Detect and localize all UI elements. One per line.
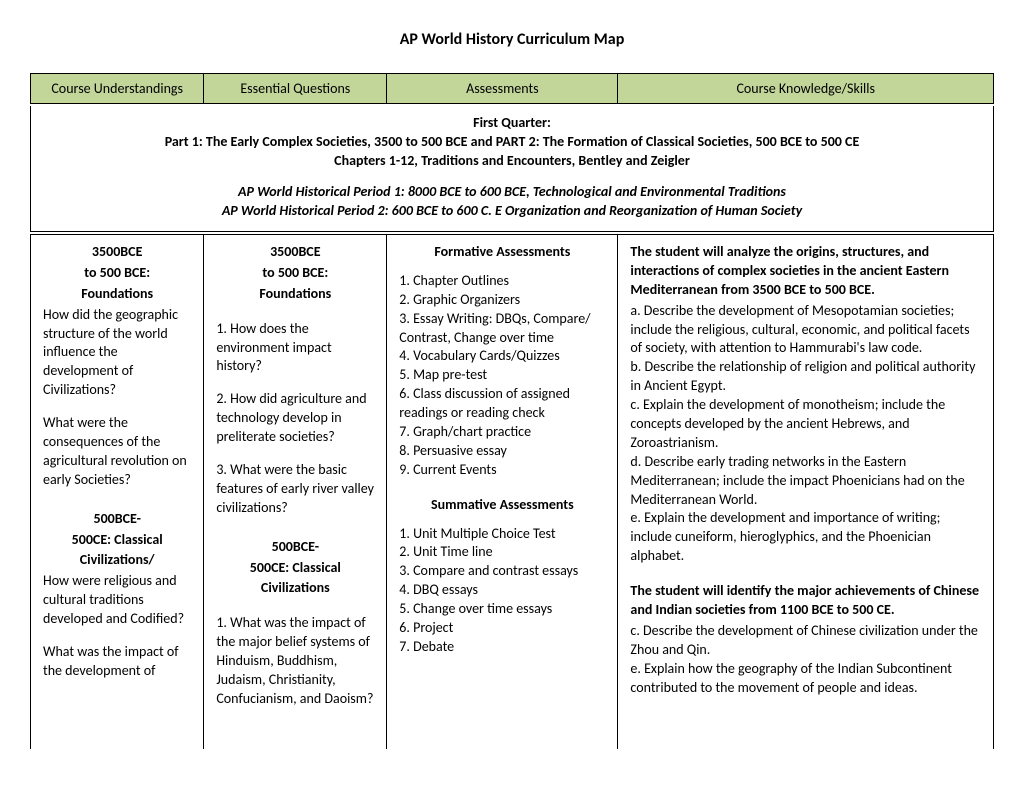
q-q2: 2. How did agriculture and technology de… — [216, 390, 374, 447]
q-head-2b: 500CE: Classical — [216, 559, 374, 578]
q-q1: 1. How does the environment impact histo… — [216, 320, 374, 377]
obj2-e: e. Explain how the geography of the Indi… — [630, 660, 981, 698]
s6: 6. Project — [399, 619, 605, 638]
f4: 4. Vocabulary Cards/Quizzes — [399, 347, 605, 366]
f5: 5. Map pre-test — [399, 366, 605, 385]
header-col-assessments: Assessments — [387, 74, 618, 104]
part-label: Part 1: The Early Complex Societies, 350… — [111, 133, 913, 150]
s5: 5. Change over time essays — [399, 600, 605, 619]
q-q3: 3. What were the basic features of early… — [216, 461, 374, 518]
f9: 9. Current Events — [399, 461, 605, 480]
formative-head: Formative Assessments — [399, 243, 605, 262]
quarter-label: First Quarter: — [111, 114, 913, 131]
s1: 1. Unit Multiple Choice Test — [399, 525, 605, 544]
s7: 7. Debate — [399, 638, 605, 657]
cell-skills: The student will analyze the origins, st… — [618, 235, 994, 749]
header-table: Course Understandings Essential Question… — [30, 73, 994, 104]
page-title: AP World History Curriculum Map — [30, 30, 994, 49]
u-head-1a: 3500BCE — [43, 243, 191, 262]
obj1-c: c. Explain the development of monotheism… — [630, 396, 981, 453]
u-head-2c: Civilizations/ — [43, 551, 191, 570]
content-table: 3500BCE to 500 BCE: Foundations How did … — [30, 234, 994, 749]
u-head-2b: 500CE: Classical — [43, 531, 191, 550]
f3: 3. Essay Writing: DBQs, Compare/ Contras… — [399, 310, 605, 348]
q-head-2a: 500BCE- — [216, 538, 374, 557]
f1: 1. Chapter Outlines — [399, 272, 605, 291]
q-q4: 1. What was the impact of the major beli… — [216, 614, 374, 708]
q-head-2c: Civilizations — [216, 579, 374, 598]
q-head-1b: to 500 BCE: — [216, 264, 374, 283]
s2: 2. Unit Time line — [399, 543, 605, 562]
cell-understandings: 3500BCE to 500 BCE: Foundations How did … — [31, 235, 204, 749]
u-p4: What was the impact of the development o… — [43, 643, 191, 681]
chapters-label: Chapters 1-12, Traditions and Encounters… — [111, 152, 913, 169]
period1-label: AP World Historical Period 1: 8000 BCE t… — [111, 183, 913, 200]
s3: 3. Compare and contrast essays — [399, 562, 605, 581]
q-head-1a: 3500BCE — [216, 243, 374, 262]
header-col-understandings: Course Understandings — [31, 74, 204, 104]
period2-label: AP World Historical Period 2: 600 BCE to… — [111, 202, 913, 219]
obj2-c: c. Describe the development of Chinese c… — [630, 622, 981, 660]
f2: 2. Graphic Organizers — [399, 291, 605, 310]
u-p3: How were religious and cultural traditio… — [43, 572, 191, 629]
q-head-1c: Foundations — [216, 285, 374, 304]
cell-questions: 3500BCE to 500 BCE: Foundations 1. How d… — [204, 235, 387, 749]
u-head-1c: Foundations — [43, 285, 191, 304]
obj1-head: The student will analyze the origins, st… — [630, 243, 981, 300]
f8: 8. Persuasive essay — [399, 442, 605, 461]
summative-head: Summative Assessments — [399, 496, 605, 515]
obj1-d: d. Describe early trading networks in th… — [630, 453, 981, 510]
obj2-head: The student will identify the major achi… — [630, 582, 981, 620]
u-head-2a: 500BCE- — [43, 510, 191, 529]
u-head-1b: to 500 BCE: — [43, 264, 191, 283]
u-p1: How did the geographic structure of the … — [43, 306, 191, 400]
obj1-b: b. Describe the relationship of religion… — [630, 358, 981, 396]
intro-box: First Quarter: Part 1: The Early Complex… — [30, 106, 994, 232]
u-p2: What were the consequences of the agricu… — [43, 414, 191, 490]
obj1-e: e. Explain the development and importanc… — [630, 509, 981, 566]
f7: 7. Graph/chart practice — [399, 423, 605, 442]
s4: 4. DBQ essays — [399, 581, 605, 600]
header-col-skills: Course Knowledge/Skills — [618, 74, 994, 104]
obj1-a: a. Describe the development of Mesopotam… — [630, 302, 981, 359]
f6: 6. Class discussion of assigned readings… — [399, 385, 605, 423]
cell-assessments: Formative Assessments 1. Chapter Outline… — [387, 235, 618, 749]
header-col-questions: Essential Questions — [204, 74, 387, 104]
